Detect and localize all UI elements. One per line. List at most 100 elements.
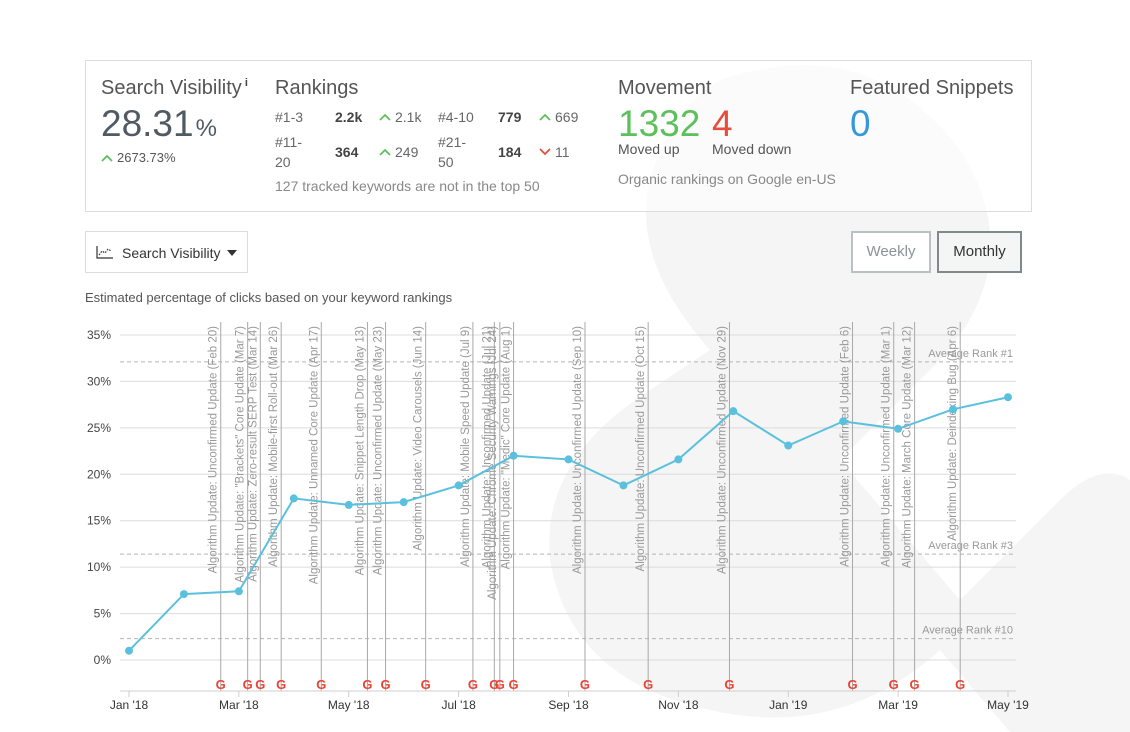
data-point (729, 407, 738, 416)
annotation-label: Algorithm Update: Unnamed Core Update (A… (308, 326, 320, 584)
data-point (234, 587, 243, 596)
arrow-up-icon (379, 147, 391, 157)
moved-down-label: Moved down (712, 141, 792, 157)
annotation-label: Algorithm Update: Unconfirmed Update (Fe… (208, 326, 220, 574)
featured-snippets-count: 0 (850, 103, 871, 144)
annotation-label: Algorithm Update: Chrome Security Warnin… (487, 326, 499, 600)
google-icon: G (509, 677, 519, 692)
search-visibility-change: 2673.73% (101, 150, 176, 165)
x-tick-label: Jan '18 (110, 698, 149, 712)
annotation-label: Algorithm Update: Mobile-first Roll-out … (268, 326, 280, 567)
google-icon: G (255, 677, 265, 692)
movement-note: Organic rankings on Google en-US (618, 171, 836, 187)
annotation-label: Algorithm Update: Unconfirmed Update (Ju… (481, 326, 493, 568)
x-tick-label: Jul '18 (441, 698, 476, 712)
arrow-up-icon (539, 112, 551, 122)
annotation-label: Algorithm Update: Snippet Length Drop (M… (354, 326, 366, 575)
annotation-label: Algorithm Update: Video Carousels (Jun 1… (413, 326, 425, 551)
rank-range-change: 2.1k (379, 109, 421, 125)
google-icon: G (889, 677, 899, 692)
reference-line-label: Average Rank #10 (922, 625, 1013, 637)
caret-down-icon (227, 250, 237, 256)
google-icon: G (276, 677, 286, 692)
google-icon: G (421, 677, 431, 692)
data-point (509, 451, 518, 460)
rank-range-label: #11-20 (275, 134, 302, 170)
rank-range-value: 364 (335, 144, 359, 160)
google-icon: G (243, 677, 253, 692)
annotation-label: Algorithm Update: Zero-result SERP Test … (247, 326, 259, 582)
arrow-down-icon (539, 147, 551, 157)
data-point (839, 417, 848, 426)
rank-range-value: 2.2k (335, 109, 363, 125)
series-line (128, 396, 1009, 652)
annotation-label: Algorithm Update: Unconfirmed Update (Oc… (635, 326, 647, 572)
annotation-label: Algorithm Update: Unconfirmed Update (Ma… (881, 326, 893, 567)
rank-range-label: #21-50 (438, 134, 467, 170)
rank-range-label: #4-10 (438, 109, 474, 125)
search-visibility-title: Search Visibility i (101, 77, 248, 99)
rankings-title: Rankings (275, 77, 359, 99)
data-point (619, 481, 628, 490)
google-icon: G (724, 677, 734, 692)
rank-range-change: 11 (539, 144, 570, 160)
google-icon: G (847, 677, 857, 692)
line-chart-icon (96, 245, 114, 264)
x-tick-label: May '18 (328, 698, 370, 712)
google-icon: G (955, 677, 965, 692)
arrow-up-icon (101, 153, 113, 163)
metric-dropdown[interactable]: Search Visibility (85, 231, 248, 273)
google-icon: G (489, 677, 499, 692)
data-point (125, 646, 133, 655)
data-point (674, 455, 683, 464)
y-tick-label: 30% (87, 374, 111, 388)
moved-up-count: 1332 (618, 103, 701, 144)
rank-range-label: #1-3 (275, 109, 304, 125)
data-point (399, 498, 408, 507)
data-point (289, 494, 298, 503)
featured-snippets-title: Featured Snippets (850, 77, 1014, 99)
search-visibility-value: 28.31% (101, 103, 217, 144)
metric-dropdown-label: Search Visibility (122, 245, 221, 261)
rankings-note: 127 tracked keywords are not in the top … (275, 178, 540, 194)
google-icon: G (643, 677, 653, 692)
chart-caption: Estimated percentage of clicks based on … (85, 290, 453, 305)
x-tick-label: Mar '19 (878, 698, 918, 712)
y-tick-label: 20% (87, 467, 111, 481)
rank-range-value: 184 (498, 144, 522, 160)
y-tick-label: 35% (87, 328, 111, 342)
weekly-button[interactable]: Weekly (851, 231, 931, 273)
y-tick-label: 5% (94, 607, 112, 621)
annotation-label: Algorithm Update: March Core Update (Mar… (902, 326, 914, 568)
data-point (949, 405, 958, 414)
google-icon: G (910, 677, 920, 692)
annotation-label: Algorithm Update: Unconfirmed Update (Fe… (840, 326, 852, 567)
google-icon: G (380, 677, 390, 692)
data-point (784, 441, 793, 450)
reference-line-label: Average Rank #1 (928, 348, 1013, 360)
info-icon[interactable]: i (244, 77, 248, 90)
y-tick-label: 0% (94, 653, 112, 667)
movement-title: Movement (618, 77, 712, 99)
google-icon: G (316, 677, 326, 692)
annotation-label: Algorithm Update: Unconfirmed Update (No… (716, 326, 728, 574)
google-icon: G (468, 677, 478, 692)
data-point (454, 481, 463, 490)
x-tick-label: Nov '18 (658, 698, 699, 712)
annotation-label: Algorithm Update: "Brackets" Core Update… (235, 326, 247, 583)
data-point (179, 590, 188, 599)
data-point (564, 455, 573, 464)
google-icon: G (580, 677, 590, 692)
y-tick-label: 25% (87, 421, 111, 435)
rank-range-value: 779 (498, 109, 522, 125)
google-icon: G (362, 677, 372, 692)
annotation-label: Algorithm Update: "Medic" Core Update (A… (501, 326, 513, 570)
y-tick-label: 15% (87, 514, 111, 528)
data-point (894, 424, 903, 433)
moved-down-count: 4 (712, 103, 733, 144)
x-tick-label: Jan '19 (769, 698, 808, 712)
x-tick-label: Sep '18 (548, 698, 589, 712)
annotation-label: Algorithm Update: Mobile Speed Update (J… (460, 326, 472, 567)
monthly-button[interactable]: Monthly (937, 231, 1022, 273)
annotation-label: Algorithm Update: Unconfirmed Update (Se… (572, 326, 584, 574)
